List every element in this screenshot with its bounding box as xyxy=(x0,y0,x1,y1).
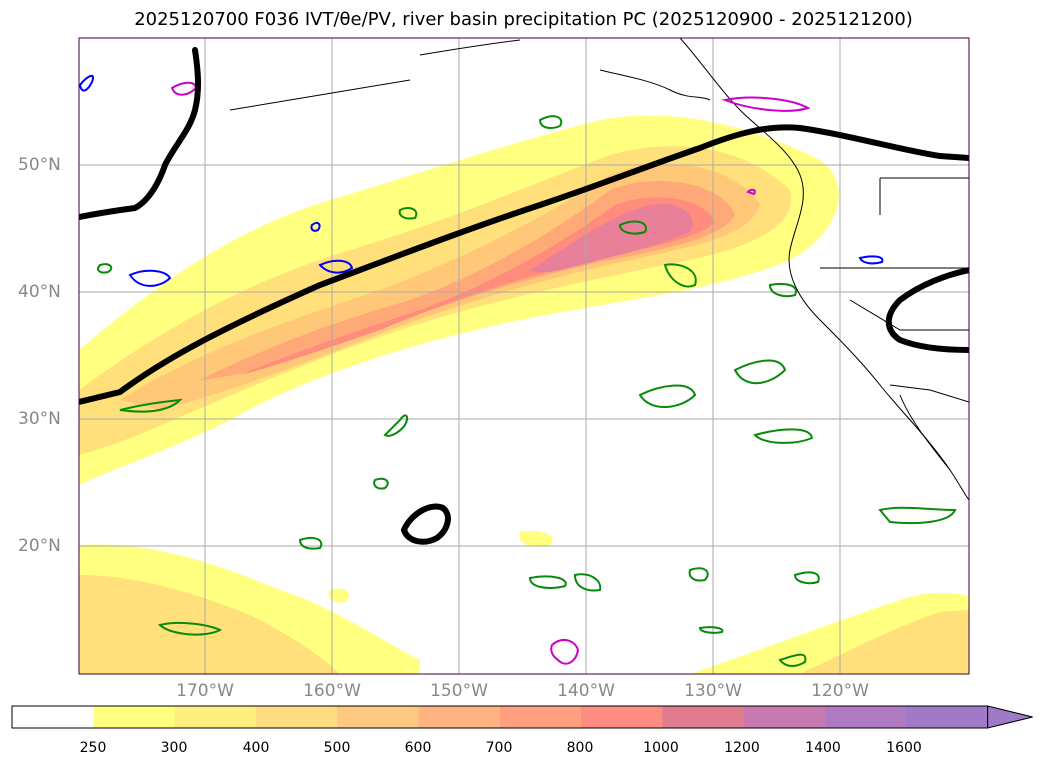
pv-2pvu-contours xyxy=(79,47,969,545)
colorbar-label-1400: 1400 xyxy=(805,740,841,756)
colorbar xyxy=(11,705,1033,729)
lon-label-120w: 120°W xyxy=(811,681,869,701)
ivt-southern-band-inner xyxy=(79,575,340,674)
lon-label-150w: 150°W xyxy=(430,681,488,701)
lon-label-130w: 130°W xyxy=(684,681,742,701)
theta-e-contours xyxy=(97,115,957,667)
colorbar-swatch xyxy=(581,706,663,728)
map-title: 2025120700 F036 IVT/θe/PV, river basin p… xyxy=(134,9,913,30)
pv-contours xyxy=(79,74,884,287)
colorbar-extend-arrow xyxy=(987,705,1033,729)
lon-label-160w: 160°W xyxy=(303,681,361,701)
lat-label-20n: 20°N xyxy=(18,536,61,556)
colorbar-swatch xyxy=(906,706,989,728)
colorbar-label-1000: 1000 xyxy=(643,740,679,756)
colorbar-swatch xyxy=(255,706,338,728)
lon-label-170w: 170°W xyxy=(176,681,234,701)
colorbar-label-400: 400 xyxy=(242,740,270,756)
colorbar-label-700: 700 xyxy=(485,740,513,756)
colorbar-label-500: 500 xyxy=(323,740,351,756)
lat-label-30n: 30°N xyxy=(18,409,61,429)
colorbar-swatch xyxy=(499,706,582,728)
colorbar-swatch xyxy=(662,706,745,728)
ivt-contour-1000 xyxy=(530,204,693,273)
graticule xyxy=(79,38,969,674)
colorbar-outline xyxy=(11,705,989,729)
lat-label-40n: 40°N xyxy=(18,282,61,302)
colorbar-swatch xyxy=(825,706,907,728)
plot-frame xyxy=(78,37,970,675)
colorbar-label-1200: 1200 xyxy=(724,740,760,756)
coastline xyxy=(229,38,969,501)
colorbar-swatch xyxy=(418,706,501,728)
colorbar-swatch xyxy=(12,706,94,728)
colorbar-label-250: 250 xyxy=(79,740,107,756)
colorbar-label-800: 800 xyxy=(566,740,594,756)
ivt-shading xyxy=(79,115,969,674)
ivt-small-patch xyxy=(519,530,553,547)
lon-label-140w: 140°W xyxy=(557,681,615,701)
colorbar-swatch xyxy=(93,706,176,728)
colorbar-label-1600: 1600 xyxy=(886,740,922,756)
lat-label-50n: 50°N xyxy=(18,155,61,175)
colorbar-swatch xyxy=(743,706,826,728)
colorbar-label-300: 300 xyxy=(160,740,188,756)
colorbar-swatch xyxy=(337,706,419,728)
ivt-small-patch-2 xyxy=(328,588,350,603)
colorbar-label-600: 600 xyxy=(404,740,432,756)
ivt-se-band-inner xyxy=(800,610,969,674)
colorbar-swatch xyxy=(174,706,257,728)
